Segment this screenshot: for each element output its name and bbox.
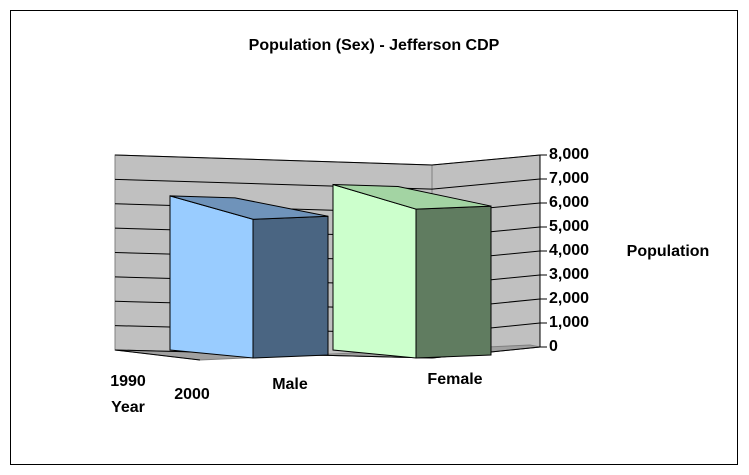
y-tick-label: 2,000 xyxy=(549,290,589,307)
bar-front xyxy=(332,183,417,359)
y-tick-label: 8,000 xyxy=(549,146,589,163)
bar-side xyxy=(415,205,492,359)
x-tick-label: Female xyxy=(427,371,482,388)
x-tick-label: Male xyxy=(272,376,308,393)
depth-tick-label: 1990 xyxy=(110,373,146,390)
bar-front xyxy=(169,195,254,359)
bar-side xyxy=(252,215,329,359)
depth-axis-title: Year xyxy=(111,399,145,416)
y-tick-label: 7,000 xyxy=(549,170,589,187)
grid-line xyxy=(114,178,541,190)
grid-line xyxy=(114,154,541,166)
y-tick-label: 6,000 xyxy=(549,194,589,211)
y-tick-label: 5,000 xyxy=(549,218,589,235)
y-tick-label: 1,000 xyxy=(549,314,589,331)
y-tick-label: 4,000 xyxy=(549,242,589,259)
y-tick-label: 3,000 xyxy=(549,266,589,283)
y-axis-title: Population xyxy=(627,243,710,260)
depth-axis xyxy=(114,349,201,361)
depth-tick-label: 2000 xyxy=(174,386,210,403)
bar-top xyxy=(169,195,329,220)
y-tick-label: 0 xyxy=(549,338,558,355)
bar-top xyxy=(332,184,492,210)
chart-title: Population (Sex) - Jefferson CDP xyxy=(249,37,500,54)
